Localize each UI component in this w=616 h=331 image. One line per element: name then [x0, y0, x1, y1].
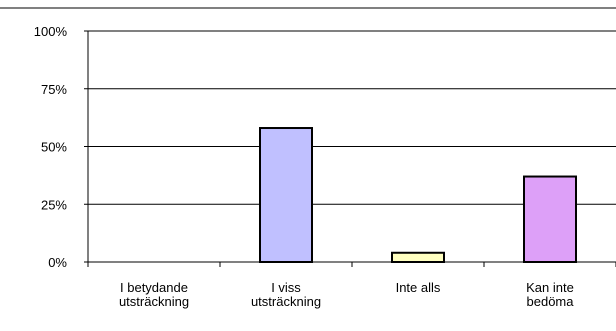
- bar: [391, 251, 445, 263]
- bar: [259, 127, 313, 263]
- x-tick-label: Inte alls: [396, 280, 441, 295]
- y-tick-label: 0%: [48, 255, 67, 270]
- bar: [523, 175, 577, 263]
- y-tick-label: 75%: [41, 82, 67, 97]
- x-tick-label: Kan inte bedöma: [526, 280, 574, 309]
- y-axis: 0% 25% 50% 75% 100%: [34, 24, 89, 270]
- y-tick-label: 25%: [41, 197, 67, 212]
- x-tick-label: I betydande utsträckning: [119, 280, 189, 309]
- y-tick-label: 100%: [34, 24, 68, 39]
- bars: [259, 127, 577, 263]
- x-axis: I betydande utsträckning I viss utsträcknin…: [87, 261, 616, 309]
- y-tick-label: 50%: [41, 140, 67, 155]
- x-tick-label: I viss utsträckning: [251, 280, 321, 309]
